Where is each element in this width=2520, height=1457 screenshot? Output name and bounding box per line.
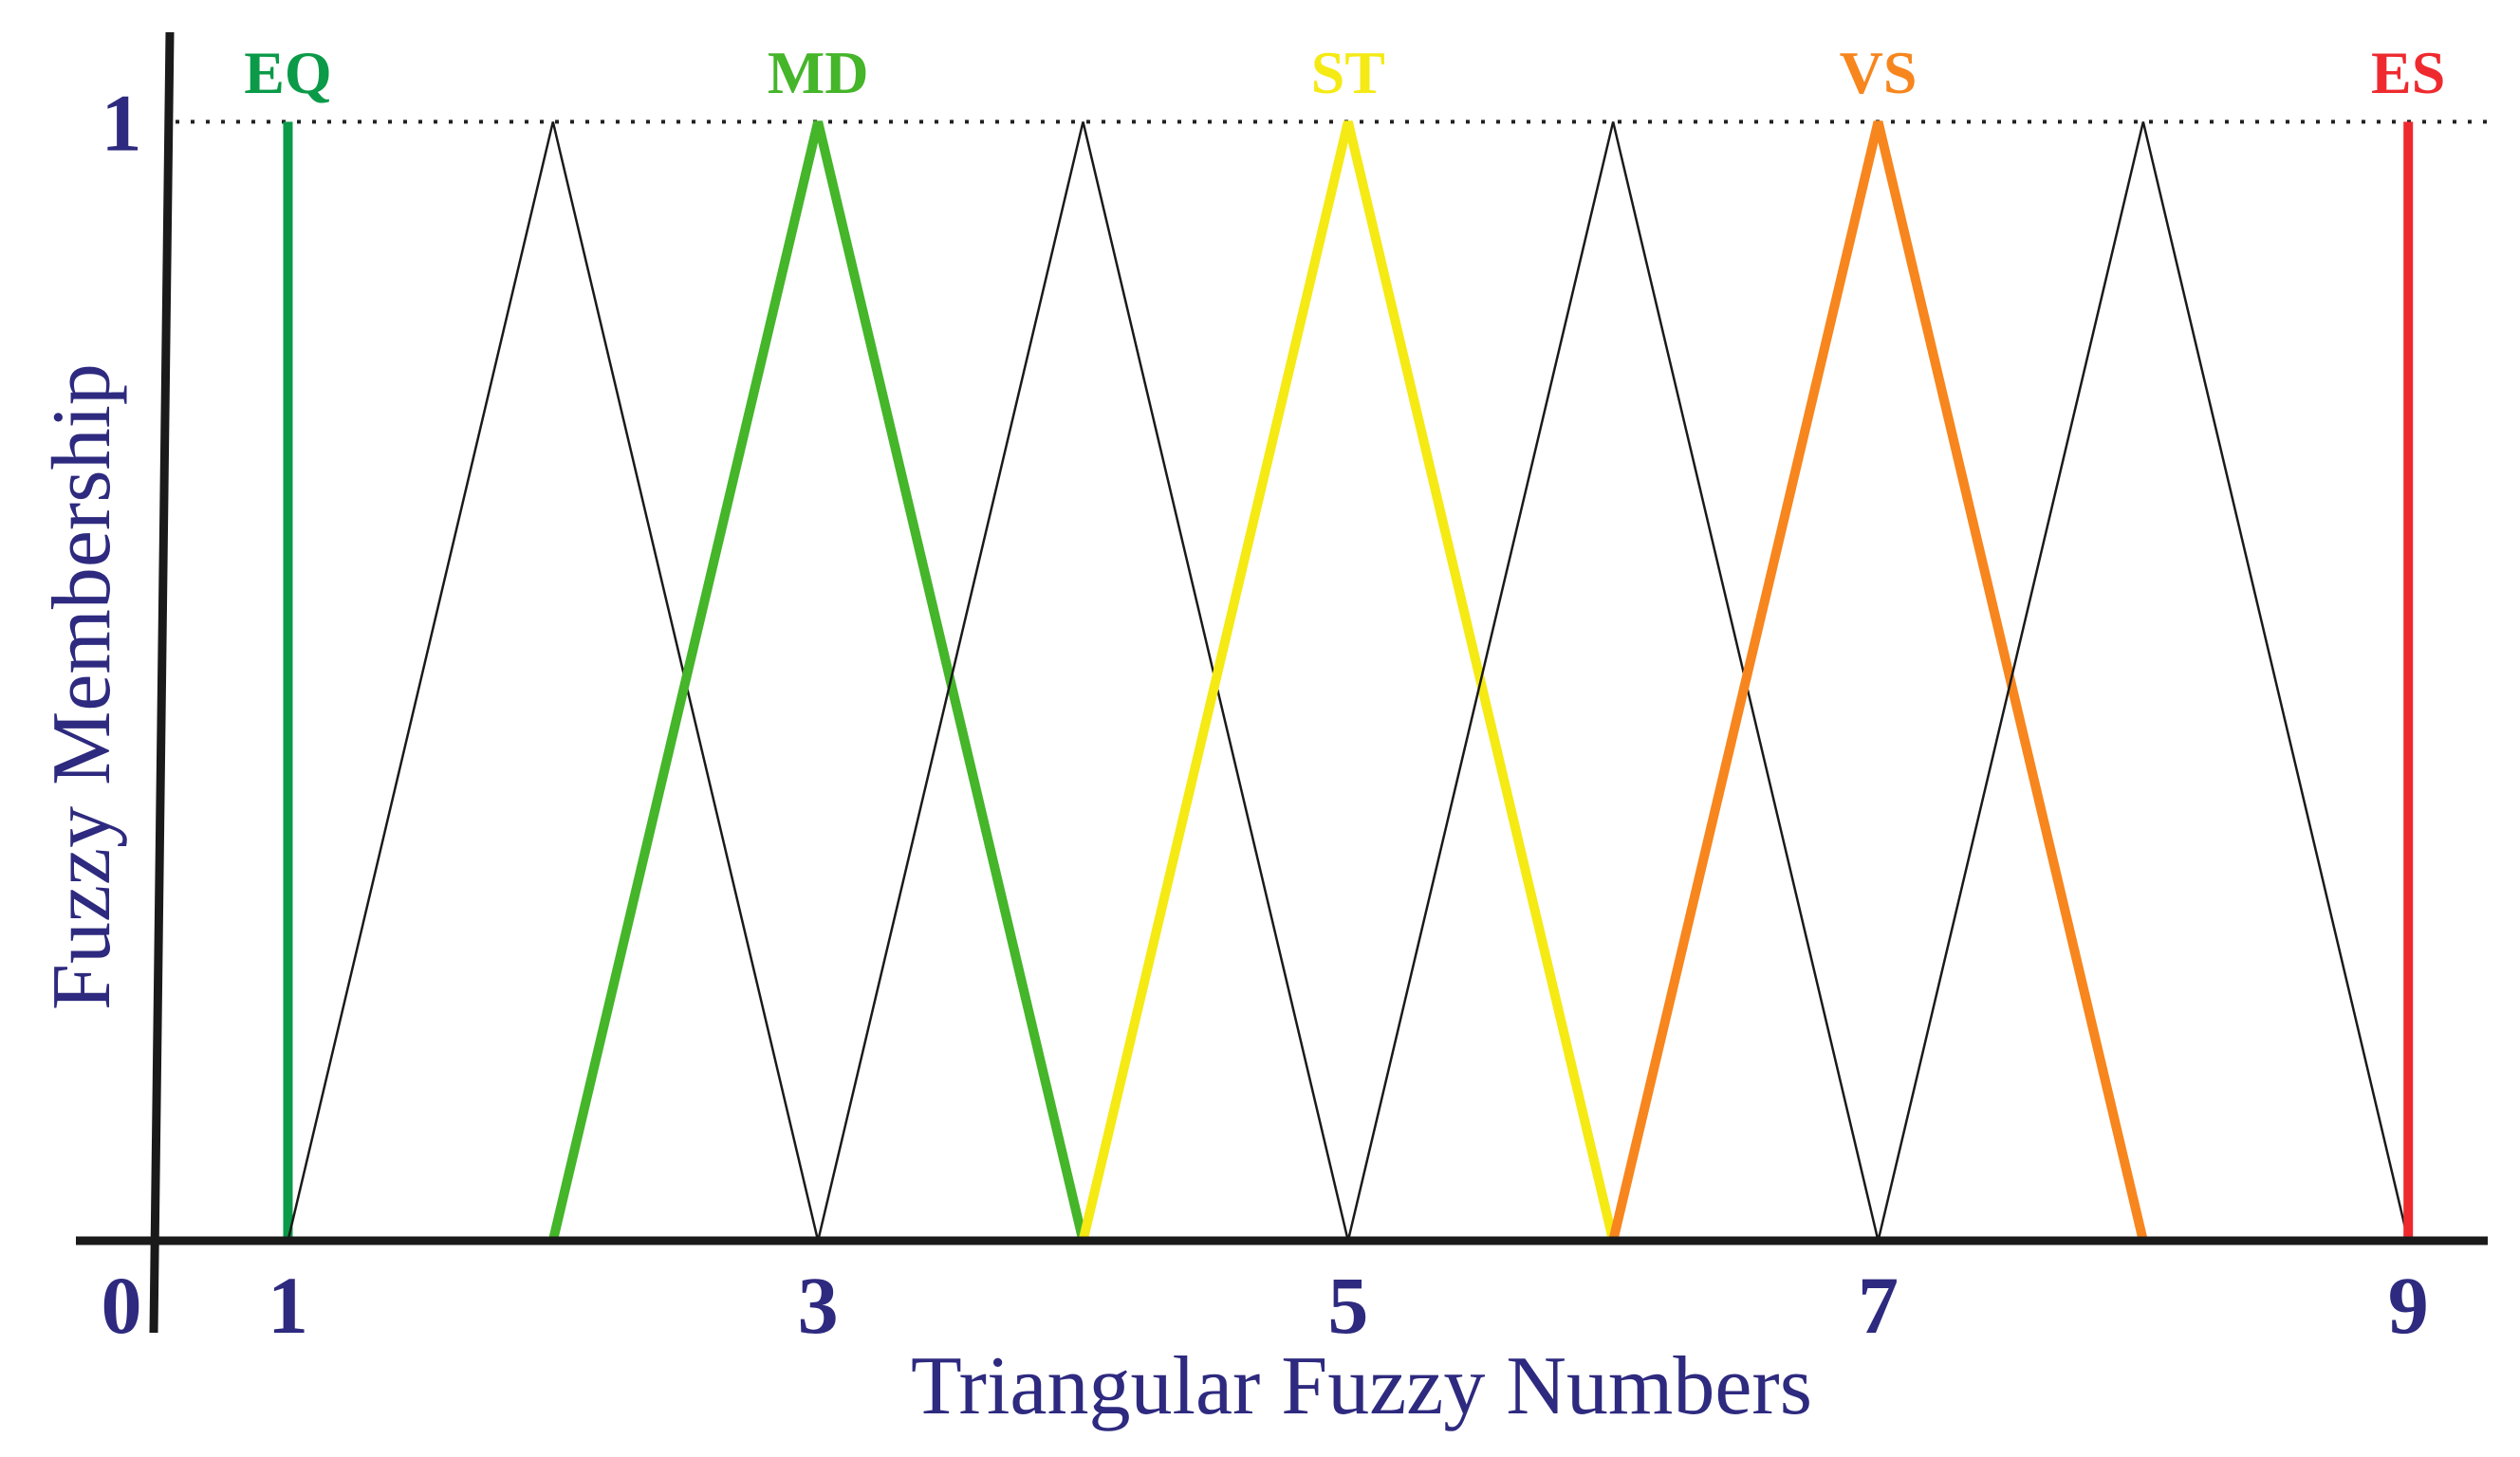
- series-line: [287, 121, 820, 1242]
- origin-label: 0: [102, 1260, 142, 1351]
- y-tick-label: 1: [102, 77, 142, 168]
- series-line: [1078, 120, 1619, 1243]
- x-tick-label: 5: [1327, 1260, 1368, 1351]
- series-label: ES: [2371, 39, 2445, 106]
- x-tick-label: 9: [2388, 1260, 2429, 1351]
- x-tick-label: 7: [1858, 1260, 1899, 1351]
- x-tick-label: 1: [268, 1260, 308, 1351]
- series-line: [1877, 121, 2410, 1242]
- series-line: [547, 120, 1088, 1243]
- y-axis-title: Fuzzy Membership: [36, 363, 128, 1010]
- series-label: VS: [1840, 39, 1918, 106]
- series-line: [816, 121, 1350, 1242]
- x-axis-title: Triangular Fuzzy Numbers: [911, 1340, 1812, 1432]
- y-axis: [149, 31, 175, 1334]
- x-tick-label: 3: [798, 1260, 839, 1351]
- series-line: [1346, 121, 1880, 1242]
- series-label: MD: [768, 39, 869, 106]
- series-label: EQ: [244, 39, 331, 106]
- series-line: [1608, 120, 2148, 1243]
- series-label: ST: [1311, 39, 1385, 106]
